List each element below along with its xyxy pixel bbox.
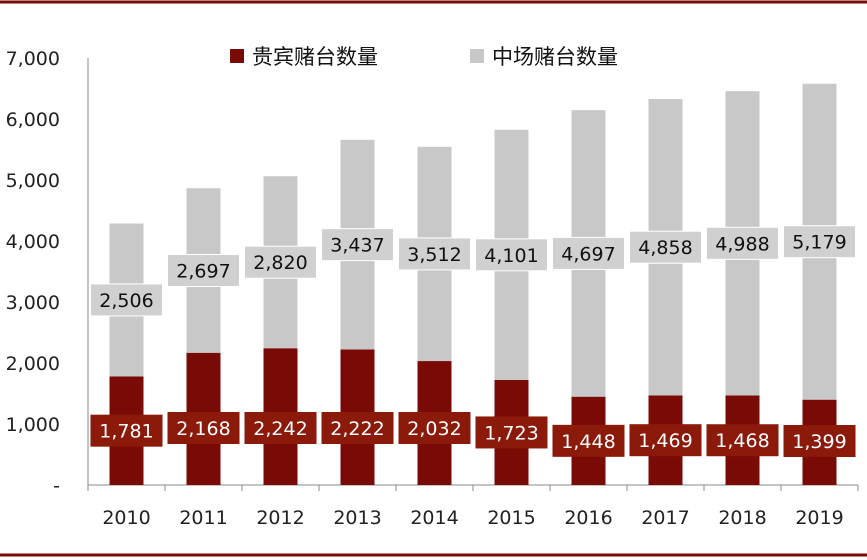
x-tick-label: 2019 bbox=[795, 507, 843, 529]
y-tick-label: 2,000 bbox=[6, 353, 60, 375]
mass-value-label: 4,697 bbox=[561, 243, 615, 265]
vip-value-label-box bbox=[783, 425, 856, 457]
vip-value-label: 2,222 bbox=[330, 418, 384, 440]
x-tick-label: 2010 bbox=[102, 507, 150, 529]
x-tick-label: 2011 bbox=[179, 507, 227, 529]
mass-value-label: 5,179 bbox=[792, 232, 846, 254]
x-tick-label: 2012 bbox=[256, 507, 304, 529]
vip-value-label-box bbox=[629, 424, 702, 457]
x-tick-label: 2013 bbox=[333, 507, 381, 529]
y-tick-label: - bbox=[53, 475, 60, 497]
y-tick-label: 1,000 bbox=[6, 414, 60, 436]
x-tick-label: 2016 bbox=[564, 507, 612, 529]
vip-value-label: 2,168 bbox=[176, 418, 230, 440]
mass-value-label: 4,101 bbox=[484, 245, 538, 267]
mass-value-label-box bbox=[167, 253, 240, 287]
legend-item-mass: 中场赌台数量 bbox=[470, 45, 618, 69]
mass-value-label-box bbox=[475, 238, 548, 272]
x-tick-label: 2014 bbox=[410, 507, 458, 529]
vip-value-label: 1,448 bbox=[561, 431, 615, 453]
vip-value-label-box bbox=[244, 412, 317, 444]
mass-value-label-box bbox=[706, 226, 779, 260]
mass-value-label-box bbox=[783, 225, 856, 259]
vip-value-label: 1,468 bbox=[715, 430, 769, 452]
mass-value-label: 2,820 bbox=[253, 252, 307, 274]
mass-value-label: 4,858 bbox=[638, 237, 692, 259]
bars-group: 1,781 2,506 2,168 2,697 2,242 2,820 2,222 3,437… bbox=[90, 83, 856, 485]
legend: 贵宾赌台数量 中场赌台数量 bbox=[230, 45, 618, 69]
x-tick-label: 2017 bbox=[641, 507, 689, 529]
vip-value-label: 1,469 bbox=[638, 430, 692, 452]
vip-value-label-box bbox=[398, 412, 471, 444]
x-axis: 2010 2011 2012 2013 2014 2015 2016 2017 2018 2019 bbox=[87, 484, 859, 529]
mass-value-label: 3,437 bbox=[330, 235, 384, 257]
mass-value-label-box bbox=[629, 230, 702, 264]
vip-value-label: 2,032 bbox=[407, 418, 461, 440]
mass-value-label-box bbox=[552, 236, 625, 270]
vip-value-label-box bbox=[552, 424, 625, 457]
vip-value-label: 2,242 bbox=[253, 418, 307, 440]
x-tick-label: 2018 bbox=[718, 507, 766, 529]
legend-label: 贵宾赌台数量 bbox=[252, 45, 378, 69]
vip-value-label-box bbox=[167, 412, 240, 444]
vip-value-label: 1,723 bbox=[484, 422, 538, 444]
mass-value-label-box bbox=[321, 228, 394, 262]
vip-value-label-box bbox=[90, 414, 163, 447]
mass-value-label: 2,506 bbox=[99, 290, 153, 312]
vip-value-label-box bbox=[706, 424, 779, 457]
legend-item-vip: 贵宾赌台数量 bbox=[230, 45, 378, 69]
x-tick-label: 2015 bbox=[487, 507, 535, 529]
mass-value-label-box bbox=[244, 245, 317, 279]
legend-swatch bbox=[230, 49, 244, 63]
y-tick-label: 7,000 bbox=[6, 48, 60, 70]
vip-value-label-box bbox=[475, 416, 548, 449]
vip-value-label: 1,781 bbox=[99, 421, 153, 443]
y-tick-label: 4,000 bbox=[6, 231, 60, 253]
legend-label: 中场赌台数量 bbox=[492, 45, 618, 69]
mass-value-label: 3,512 bbox=[407, 244, 461, 266]
legend-swatch bbox=[470, 49, 484, 63]
mass-value-label: 4,988 bbox=[715, 233, 769, 255]
mass-value-label: 2,697 bbox=[176, 260, 230, 282]
y-tick-label: 3,000 bbox=[6, 292, 60, 314]
y-tick-label: 5,000 bbox=[6, 170, 60, 192]
y-axis: - 1,000 2,000 3,000 4,000 5,000 6,000 7,000 bbox=[6, 48, 89, 497]
mass-value-label-box bbox=[90, 283, 163, 317]
vip-value-label-box bbox=[321, 412, 394, 444]
vip-value-label: 1,399 bbox=[792, 431, 846, 453]
y-tick-label: 6,000 bbox=[6, 109, 60, 131]
mass-value-label-box bbox=[398, 237, 471, 271]
